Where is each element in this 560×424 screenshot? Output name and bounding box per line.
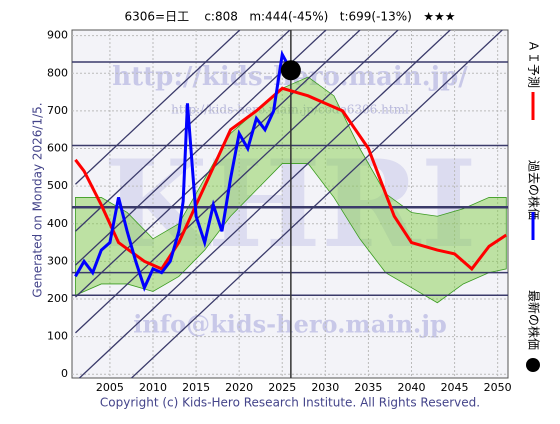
plot-area xyxy=(71,29,509,379)
y-tick-label: 500 xyxy=(47,179,68,192)
trend-line xyxy=(75,30,291,232)
watermark: info@kids-hero.main.jp xyxy=(133,310,447,339)
y-tick-label: 700 xyxy=(47,104,68,117)
band xyxy=(75,76,507,304)
latest-point xyxy=(280,60,301,81)
watermark: http://kids-hero.main.jp/code6306.html xyxy=(171,103,409,117)
legend-label: 最新の株価 xyxy=(527,290,542,350)
chart-title: 6306=日工 c:808 m:444(-45%) t:699(-13%) ★★… xyxy=(124,10,455,24)
series-line xyxy=(74,49,293,292)
x-tick-label: 2025 xyxy=(268,381,296,394)
x-tick-label: 2010 xyxy=(139,381,167,394)
x-tick-label: 2020 xyxy=(225,381,253,394)
y-tick-label: 600 xyxy=(47,142,68,155)
series-line xyxy=(74,86,508,272)
x-tick-label: 2040 xyxy=(397,381,425,394)
x-tick-label: 2005 xyxy=(96,381,124,394)
x-tick-label: 2015 xyxy=(182,381,210,394)
x-tick-label: 2050 xyxy=(484,381,512,394)
y-tick-label: 400 xyxy=(47,217,68,230)
side-label: Generated on Monday 2026/1/5. xyxy=(31,102,45,297)
legend-label: ＡＩ予測 xyxy=(527,40,541,88)
overlay: 0 100 200 300 400 500 600 700 800 900 2005 2010 2015… xyxy=(47,29,542,394)
y-tick-label: 800 xyxy=(47,66,68,79)
y-tick-label: 100 xyxy=(47,330,68,343)
x-tick-label: 2035 xyxy=(354,381,382,394)
y-tick-label: 900 xyxy=(47,29,68,42)
x-tick-label: 2045 xyxy=(441,381,469,394)
y-tick-label: 0 xyxy=(61,367,68,380)
footer: Copyright (c) Kids-Hero Research Institu… xyxy=(100,396,480,410)
x-tick-label: 2030 xyxy=(311,381,339,394)
y-tick-label: 300 xyxy=(47,254,68,267)
watermark: KHRI xyxy=(103,134,477,275)
trend-line xyxy=(75,30,241,185)
plot: KHRIhttp://kids-hero.main.jp/http://kids… xyxy=(72,30,508,378)
y-tick-label: 200 xyxy=(47,292,68,305)
legend-swatch xyxy=(526,358,540,372)
legend-label: 過去の株価 xyxy=(527,160,542,220)
